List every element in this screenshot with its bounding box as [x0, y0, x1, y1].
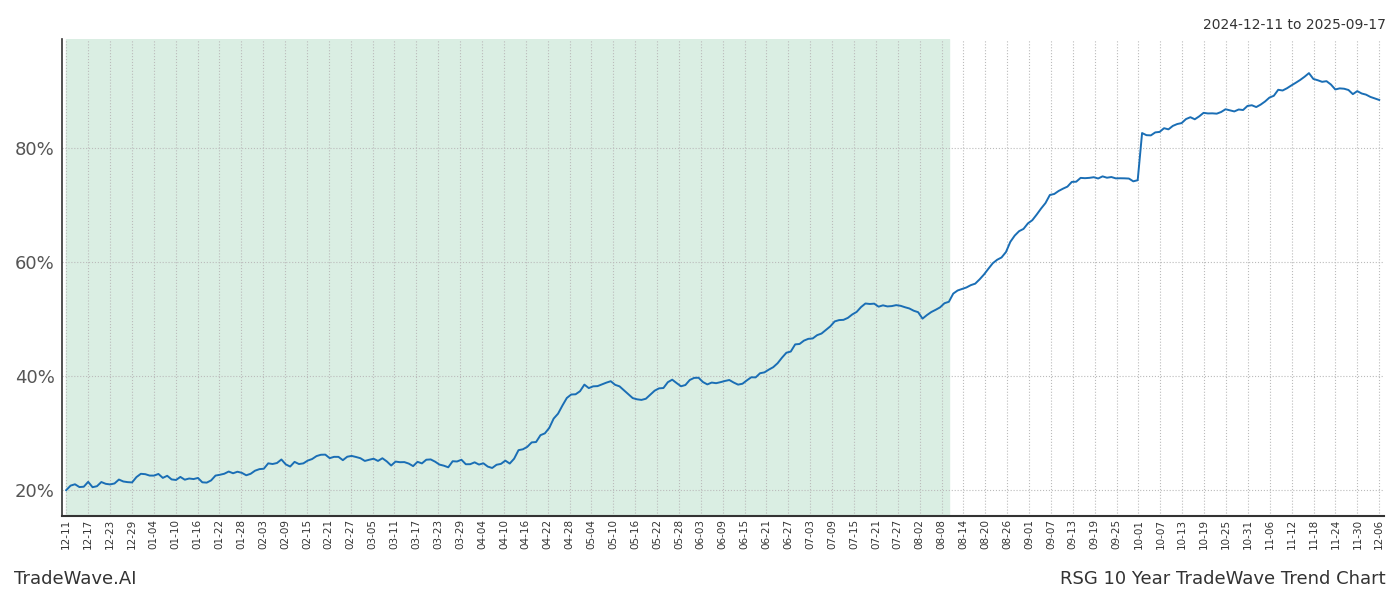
- Text: RSG 10 Year TradeWave Trend Chart: RSG 10 Year TradeWave Trend Chart: [1060, 570, 1386, 588]
- Bar: [66, 39, 949, 516]
- Text: 2024-12-11 to 2025-09-17: 2024-12-11 to 2025-09-17: [1203, 18, 1386, 32]
- Text: TradeWave.AI: TradeWave.AI: [14, 570, 137, 588]
